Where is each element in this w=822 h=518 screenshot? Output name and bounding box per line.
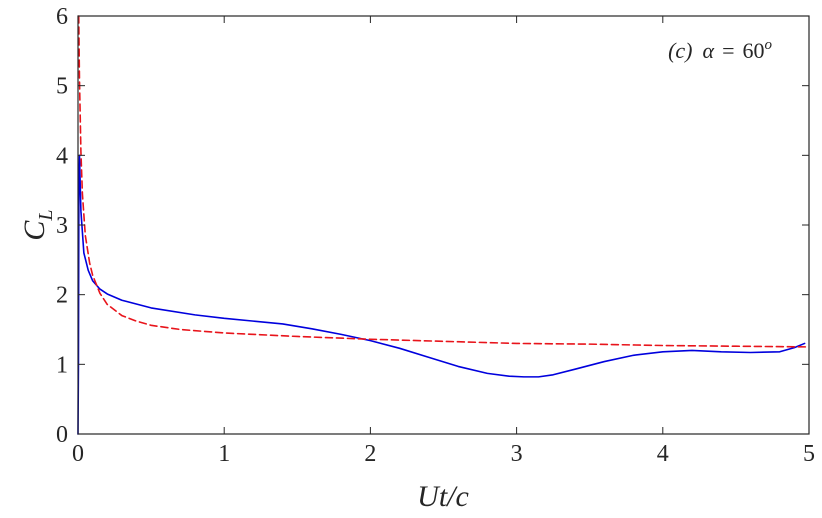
- annotation-value: 60: [743, 38, 765, 63]
- y-axis-label-group: CL: [18, 209, 57, 240]
- x-tick-label: 5: [803, 441, 815, 467]
- x-tick-label: 1: [218, 441, 230, 467]
- series-line-dashed: [77, 15, 810, 348]
- y-axis-label: CL: [18, 209, 57, 240]
- plot-background: [78, 16, 809, 434]
- series-line-solid: [77, 154, 806, 435]
- x-axis: 0 1 2 3 4 5: [72, 16, 815, 467]
- annotation-panel: (c): [668, 38, 692, 63]
- x-tick-label: 3: [511, 441, 523, 467]
- annotation-equals: =: [722, 38, 734, 63]
- y-tick-label: 3: [56, 213, 68, 239]
- y-tick-label: 1: [56, 352, 68, 378]
- y-tick-label: 5: [56, 74, 68, 100]
- y-axis-label-main: C: [18, 220, 51, 241]
- series-layer: [77, 15, 810, 435]
- y-axis-label-subscript: L: [35, 209, 57, 221]
- y-tick-label: 2: [56, 283, 68, 309]
- x-tick-label: 4: [657, 441, 669, 467]
- annotation: (c) α = 60o: [668, 37, 772, 63]
- y-tick-label: 4: [56, 143, 68, 169]
- x-axis-label: Ut/c: [417, 480, 469, 513]
- x-tick-label: 0: [72, 441, 84, 467]
- y-tick-label: 0: [56, 422, 68, 448]
- y-tick-label: 6: [56, 4, 68, 30]
- y-axis: 0 1 2 3 4 5 6: [56, 4, 809, 448]
- annotation-symbol: α: [703, 38, 715, 63]
- x-tick-label: 2: [364, 441, 376, 467]
- annotation-superscript: o: [765, 37, 773, 53]
